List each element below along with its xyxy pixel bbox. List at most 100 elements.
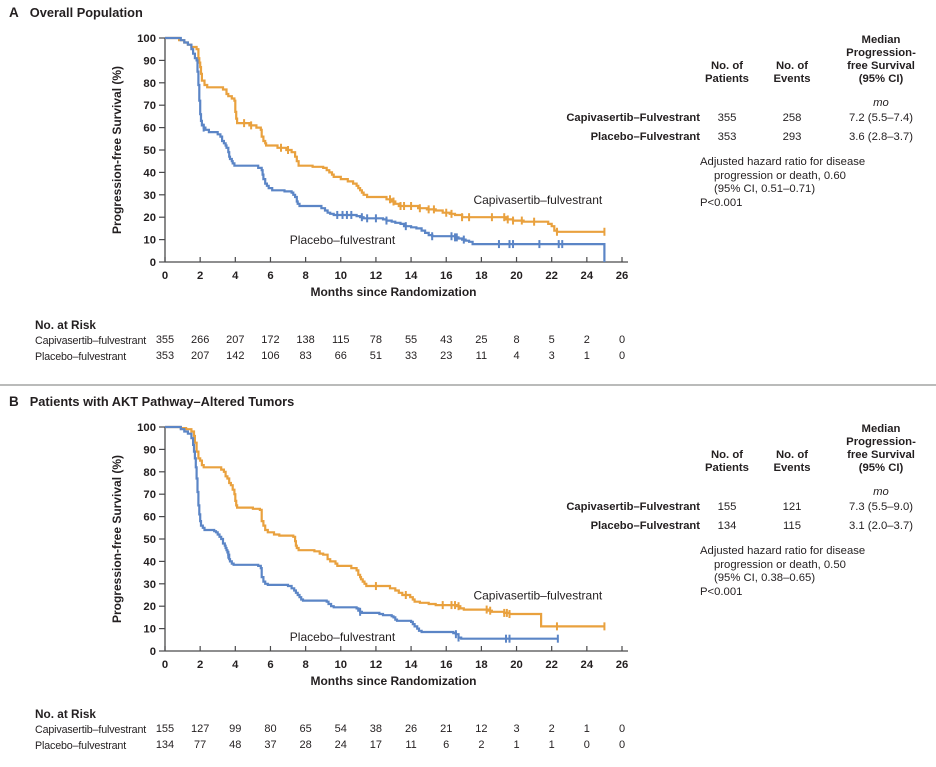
risk-value: 12 [475,723,488,735]
risk-value: 6 [443,739,450,751]
risk-value: 106 [261,350,280,362]
y-tick-label: 30 [143,579,156,591]
curve-label: Placebo–fulvestrant [290,233,396,247]
x-tick-label: 24 [581,270,594,282]
p-value: P<0.001 [700,196,743,209]
risk-value: 24 [334,739,347,751]
risk-value: 0 [618,723,626,735]
hazard-ratio-note: Adjusted hazard ratio for disease progre… [700,545,866,584]
y-tick-label: 50 [143,534,156,546]
risk-value: 23 [440,350,453,362]
y-tick-label: 40 [143,556,156,568]
x-tick-label: 18 [475,270,488,282]
risk-value: 38 [369,723,383,735]
risk-value: 0 [618,334,626,346]
x-tick-label: 14 [405,659,418,671]
y-tick-label: 30 [143,190,156,202]
risk-value: 172 [261,334,280,346]
risk-value: 0 [618,739,626,751]
risk-value: 11 [475,350,488,362]
risk-row: Capivasertib–fulvestrant 155 127 99 80 65 54 38… [0,723,936,738]
y-tick-label: 70 [143,100,156,112]
x-tick-label: 24 [581,659,594,671]
risk-row: Placebo–fulvestrant 134 77 48 37 28 24 17 11 6 2 1 1… [0,739,936,754]
risk-value: 266 [190,334,210,346]
risk-row-label: Capivasertib–fulvestrant [35,335,147,347]
y-tick-label: 0 [150,646,156,658]
risk-value: 43 [440,334,453,346]
patients-count: 155 [717,501,737,513]
patients-count: 355 [717,112,737,124]
km-curve-placebo-fulvestrant [165,36,606,262]
x-axis-title: Months since Randomization [310,285,476,299]
curve-label: Capivasertib–fulvestrant [473,588,602,602]
panel-divider [0,384,936,386]
risk-row-label: Placebo–fulvestrant [35,740,127,752]
no-at-risk-title: No. at Risk [35,318,96,332]
y-tick-label: 90 [143,55,156,67]
risk-value: 355 [155,334,175,346]
events-count: 258 [782,112,802,124]
risk-row-label: Capivasertib–fulvestrant [35,724,147,736]
unit-label-mo: mo [873,486,889,498]
x-tick-label: 4 [232,659,239,671]
panel-b-letter: B [9,394,19,409]
y-tick-label: 40 [143,167,156,179]
risk-value: 25 [475,334,488,346]
risk-value: 26 [404,723,418,735]
no-at-risk-table-b: No. at Risk Capivasertib–fulvestrant 155 1… [0,705,936,761]
risk-value: 3 [548,350,555,362]
x-tick-label: 2 [197,270,203,282]
risk-value: 0 [583,739,590,751]
x-tick-label: 0 [162,659,168,671]
median-pfs-value: 3.6 (2.8–3.7) [848,131,914,143]
summary-row-capivasertib: Capivasertib–Fulvestrant 155 121 7.3 (5.… [558,501,932,518]
risk-value: 1 [583,350,590,362]
x-tick-label: 2 [197,659,203,671]
col-header-events: No. of Events [773,449,811,474]
risk-value: 48 [229,739,242,751]
group-label-capivasertib: Capivasertib–Fulvestrant [566,501,700,513]
risk-value: 83 [299,350,312,362]
risk-value: 99 [229,723,242,735]
events-count: 293 [782,131,802,143]
risk-value: 1 [548,739,555,751]
panel-akt-pathway-altered: B Patients with AKT Pathway–Altered Tumo… [0,389,936,767]
y-axis-title: Progression-free Survival (%) [110,66,124,234]
x-tick-label: 20 [510,659,523,671]
x-tick-label: 26 [616,659,629,671]
col-header-patients: No. of Patients [705,60,749,85]
risk-value: 142 [226,350,245,362]
x-tick-label: 12 [370,270,383,282]
y-tick-label: 90 [143,444,156,456]
group-label-placebo: Placebo–Fulvestrant [590,520,700,532]
panel-a-letter: A [9,5,19,20]
events-count: 121 [782,501,802,513]
risk-value: 353 [155,350,175,362]
x-tick-label: 10 [334,659,347,671]
col-header-patients: No. of Patients [705,449,749,474]
y-tick-label: 80 [143,78,156,90]
y-tick-label: 80 [143,467,156,479]
unit-label-mo: mo [873,97,889,109]
col-header-median-pfs: Median Progression- free Survival (95% C… [846,423,916,474]
risk-value: 2 [478,739,485,751]
risk-value: 115 [331,334,350,346]
x-tick-label: 8 [302,659,308,671]
risk-value: 55 [404,334,418,346]
km-curve-capivasertib-fulvestrant [165,36,605,233]
y-axis-title: Progression-free Survival (%) [110,455,124,623]
y-tick-label: 10 [143,624,156,636]
y-tick-label: 100 [137,33,156,45]
x-tick-label: 14 [405,270,418,282]
summary-table-b: No. of Patients No. of Events Median Pro… [558,423,932,599]
x-tick-label: 22 [545,659,558,671]
risk-value: 155 [155,723,175,735]
risk-row-label: Placebo–fulvestrant [35,351,127,363]
risk-row: Capivasertib–fulvestrant 355 266 207 172 138 1… [0,334,936,349]
summary-header-b: No. of Patients No. of Events Median Pro… [558,423,932,475]
no-at-risk-table-a: No. at Risk Capivasertib–fulvestrant 355 2… [0,316,936,372]
risk-value: 66 [334,350,347,362]
